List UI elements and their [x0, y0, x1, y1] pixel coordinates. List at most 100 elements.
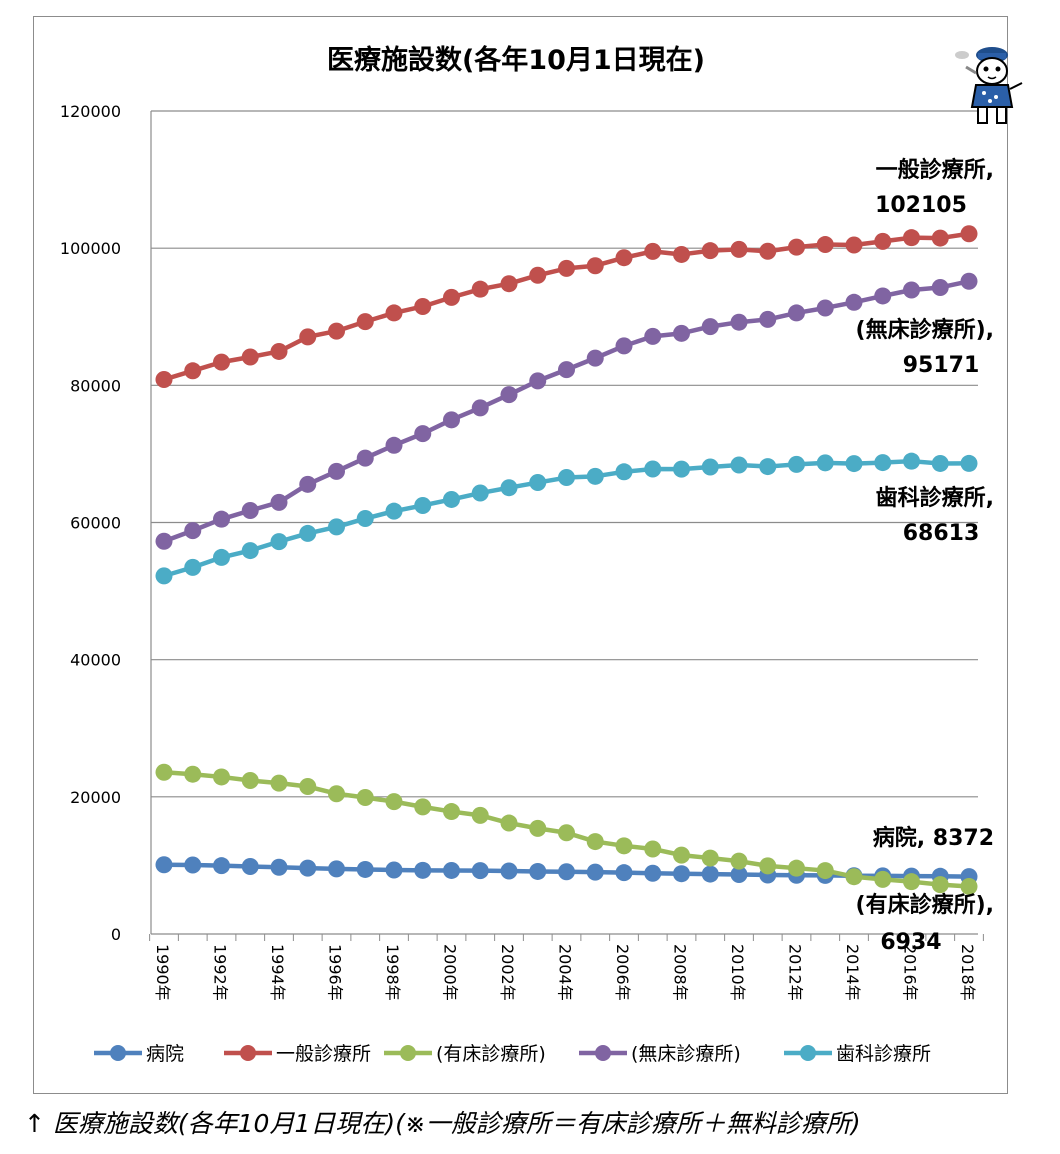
data-point: [903, 873, 920, 891]
svg-text:(無床診療所),: (無床診療所),: [856, 317, 994, 343]
y-tick-label: 80000: [70, 376, 121, 395]
data-point: [644, 840, 662, 858]
data-point: [874, 870, 892, 888]
line-chart: 医療施設数(各年10月1日現在) 0 20000 40000 60000 80000 10…: [60, 44, 994, 1065]
data-point: [184, 558, 202, 576]
data-point: [241, 771, 259, 789]
data-label: 一般診療所, 102105: [875, 157, 994, 218]
data-point: [816, 454, 834, 472]
series-2: [155, 763, 978, 895]
x-tick-label: 2000年: [441, 944, 460, 1001]
grid-layer: [151, 110, 978, 935]
data-point: [299, 859, 317, 877]
data-point: [903, 229, 920, 247]
data-point: [615, 463, 633, 481]
data-point: [500, 386, 518, 404]
x-tick-label: 2004年: [556, 944, 575, 1001]
y-tick-label: 20000: [70, 788, 121, 807]
x-tick-label: 2012年: [786, 944, 805, 1001]
data-point: [586, 349, 604, 367]
data-point: [213, 768, 230, 786]
series-1: [155, 225, 978, 388]
data-point: [471, 399, 489, 417]
data-point: [385, 436, 403, 454]
legend: 病院 一般診療所 (有床診療所) (無床診療所) 歯科診療所: [94, 1043, 931, 1065]
series-layer: [155, 225, 978, 895]
svg-text:歯科診療所,: 歯科診療所,: [876, 485, 994, 511]
data-point: [931, 454, 949, 472]
data-point: [328, 785, 345, 803]
data-point: [356, 313, 374, 331]
data-point: [788, 304, 805, 322]
data-point: [673, 245, 690, 263]
data-point: [471, 806, 489, 824]
y-tick-label: 40000: [70, 651, 121, 670]
data-point: [299, 475, 317, 493]
data-point: [299, 778, 317, 796]
axis-layer: 0 20000 40000 60000 80000 100000 120000 1990年 19…: [60, 102, 984, 1001]
data-point: [270, 493, 288, 511]
data-point: [960, 454, 978, 472]
data-point: [644, 327, 662, 345]
data-point: [644, 864, 662, 882]
data-point: [701, 865, 719, 883]
data-point: [788, 859, 805, 877]
data-point: [960, 272, 978, 290]
data-point: [673, 460, 690, 478]
data-point: [443, 861, 460, 879]
data-point: [414, 798, 432, 816]
data-point: [241, 502, 259, 520]
data-point: [385, 304, 403, 322]
svg-text:102105: 102105: [875, 193, 967, 218]
data-point: [184, 856, 202, 874]
chart-title: 医療施設数(各年10月1日現在): [327, 44, 705, 76]
y-tick-label: 60000: [70, 514, 121, 533]
y-tick-label: 120000: [60, 102, 121, 121]
cat-mascot-icon: [955, 47, 1023, 124]
data-point: [730, 852, 748, 870]
data-point: [903, 281, 920, 299]
legend-item: (有床診療所): [384, 1043, 546, 1065]
data-point: [558, 361, 575, 379]
data-point: [155, 763, 173, 781]
data-point: [615, 837, 633, 855]
svg-text:95171: 95171: [903, 353, 980, 378]
data-point: [816, 862, 834, 880]
data-point: [356, 449, 374, 467]
data-point: [414, 496, 432, 514]
x-tick-label: 1992年: [211, 944, 230, 1001]
data-point: [443, 288, 460, 306]
data-point: [586, 467, 604, 485]
data-point: [328, 518, 345, 536]
y-tick-label: 0: [111, 925, 121, 944]
data-point: [155, 370, 173, 388]
data-point: [759, 458, 777, 476]
data-point: [845, 293, 863, 311]
data-point: [414, 425, 432, 443]
data-point: [759, 310, 777, 328]
legend-item: 一般診療所: [224, 1043, 371, 1065]
data-point: [874, 232, 892, 250]
data-point: [299, 328, 317, 346]
x-tick-label: 2018年: [958, 944, 977, 1001]
data-point: [471, 862, 489, 880]
data-point: [500, 479, 518, 497]
chart-figure: 医療施設数(各年10月1日現在) 0 20000 40000 60000 80000 10…: [33, 16, 1023, 1094]
data-point: [500, 814, 518, 832]
x-tick-label: 2006年: [613, 944, 632, 1001]
data-point: [155, 856, 173, 874]
data-point: [615, 249, 633, 267]
data-point: [730, 456, 748, 474]
legend-label: 一般診療所: [276, 1043, 371, 1065]
data-point: [558, 259, 575, 277]
data-point: [184, 362, 202, 380]
x-tick-label: 1998年: [383, 944, 402, 1001]
data-point: [241, 542, 259, 560]
data-point: [270, 533, 288, 551]
data-point: [529, 474, 547, 492]
data-point: [241, 348, 259, 366]
data-point: [586, 833, 604, 851]
series-3: [155, 272, 978, 550]
data-point: [960, 225, 978, 243]
data-point: [529, 819, 547, 837]
